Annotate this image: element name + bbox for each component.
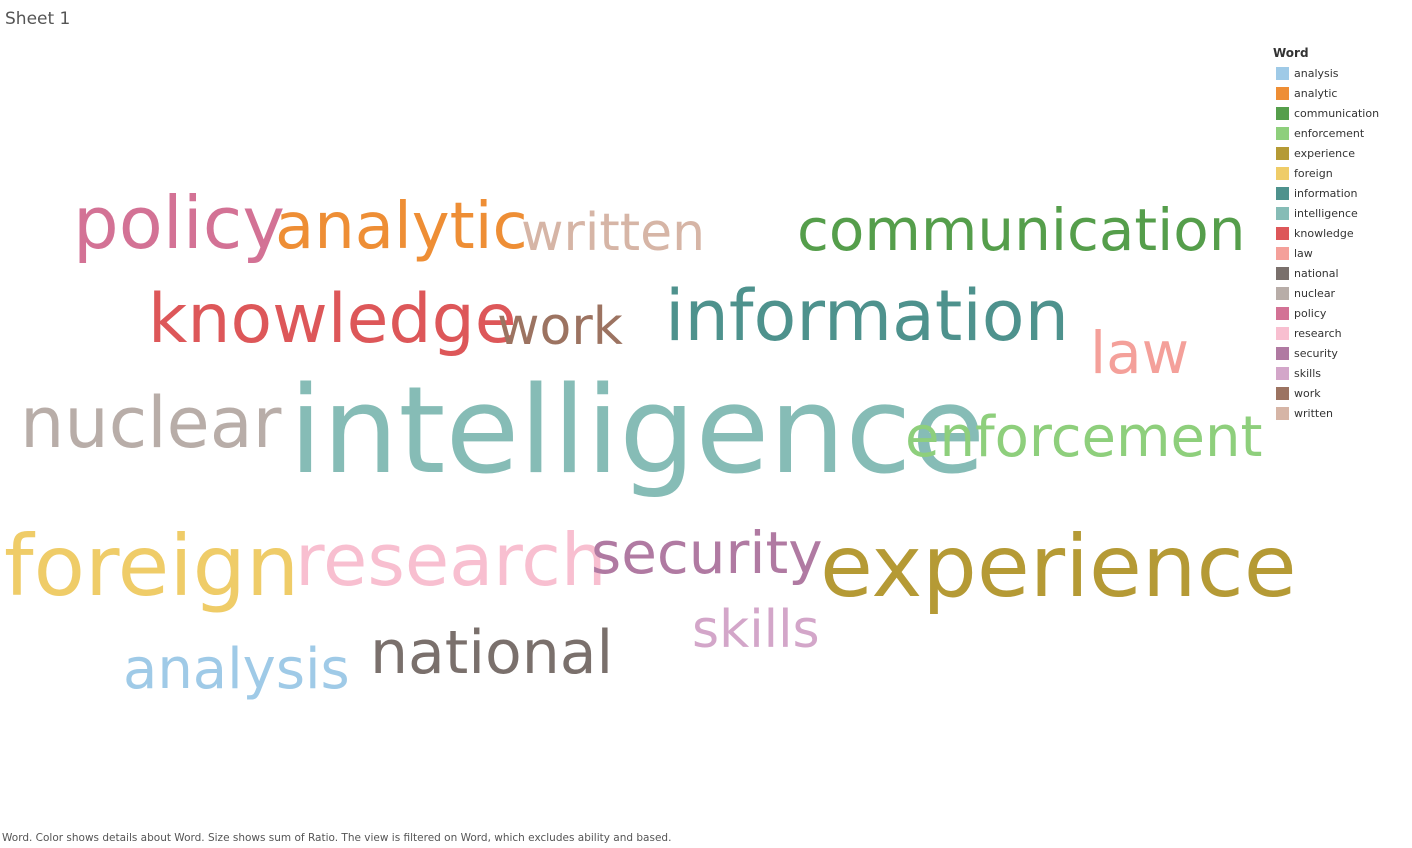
legend-swatch xyxy=(1276,186,1289,200)
legend-label: information xyxy=(1294,186,1358,200)
legend-item[interactable]: skills xyxy=(1273,363,1403,383)
legend-label: analysis xyxy=(1294,66,1339,80)
legend-swatch xyxy=(1276,286,1289,300)
sheet-title: Sheet 1 xyxy=(5,9,71,29)
word-national[interactable]: national xyxy=(370,618,613,688)
legend-item[interactable]: policy xyxy=(1273,303,1403,323)
word-security[interactable]: security xyxy=(591,519,823,587)
legend-label: communication xyxy=(1294,106,1380,120)
legend-item[interactable]: national xyxy=(1273,263,1403,283)
legend-label: knowledge xyxy=(1294,226,1354,240)
word-knowledge[interactable]: knowledge xyxy=(148,280,517,359)
legend-label: law xyxy=(1294,246,1313,260)
legend-swatch xyxy=(1276,326,1289,340)
legend-label: enforcement xyxy=(1294,126,1365,140)
legend-label: security xyxy=(1294,346,1338,360)
chart-caption: Word. Color shows details about Word. Si… xyxy=(2,832,672,844)
legend-label: intelligence xyxy=(1294,206,1358,220)
word-law[interactable]: law xyxy=(1090,319,1189,387)
legend-label: foreign xyxy=(1294,166,1333,180)
legend-label: experience xyxy=(1294,146,1355,160)
legend-label: national xyxy=(1294,266,1339,280)
word-work[interactable]: work xyxy=(497,297,623,357)
color-legend: Word analysis analytic communication enforc… xyxy=(1273,46,1403,423)
word-analysis[interactable]: analysis xyxy=(123,637,350,702)
legend-swatch xyxy=(1276,406,1289,420)
word-experience[interactable]: experience xyxy=(820,517,1297,617)
word-skills[interactable]: skills xyxy=(692,600,820,660)
legend-label: skills xyxy=(1294,366,1322,380)
legend-item[interactable]: enforcement xyxy=(1273,123,1403,143)
legend-swatch xyxy=(1276,106,1289,120)
legend-item[interactable]: analytic xyxy=(1273,83,1403,103)
legend-item[interactable]: experience xyxy=(1273,143,1403,163)
legend-title: Word xyxy=(1273,46,1309,60)
legend-swatch xyxy=(1276,126,1289,140)
word-policy[interactable]: policy xyxy=(73,181,285,265)
legend-swatch xyxy=(1276,86,1289,100)
legend-item[interactable]: foreign xyxy=(1273,163,1403,183)
legend-item[interactable]: security xyxy=(1273,343,1403,363)
legend-items: analysis analytic communication enforcement… xyxy=(1273,63,1403,423)
legend-label: research xyxy=(1294,326,1342,340)
legend-swatch xyxy=(1276,206,1289,220)
legend-swatch xyxy=(1276,346,1289,360)
legend-item[interactable]: intelligence xyxy=(1273,203,1403,223)
legend-swatch xyxy=(1276,66,1289,80)
word-written[interactable]: written xyxy=(521,203,705,263)
word-enforcement[interactable]: enforcement xyxy=(905,405,1262,470)
word-nuclear[interactable]: nuclear xyxy=(20,382,282,464)
legend-swatch xyxy=(1276,226,1289,240)
legend-item[interactable]: nuclear xyxy=(1273,283,1403,303)
legend-label: nuclear xyxy=(1294,286,1336,300)
legend-item[interactable]: work xyxy=(1273,383,1403,403)
legend-swatch xyxy=(1276,306,1289,320)
word-information[interactable]: information xyxy=(665,275,1069,357)
legend-item[interactable]: knowledge xyxy=(1273,223,1403,243)
word-analytic[interactable]: analytic xyxy=(275,190,528,264)
legend-swatch xyxy=(1276,146,1289,160)
legend-label: policy xyxy=(1294,306,1327,320)
word-research[interactable]: research xyxy=(295,518,606,602)
legend-swatch xyxy=(1276,246,1289,260)
legend-swatch xyxy=(1276,266,1289,280)
legend-item[interactable]: communication xyxy=(1273,103,1403,123)
legend-swatch xyxy=(1276,166,1289,180)
word-foreign[interactable]: foreign xyxy=(4,517,299,615)
legend-item[interactable]: law xyxy=(1273,243,1403,263)
legend-item[interactable]: analysis xyxy=(1273,63,1403,83)
word-communication[interactable]: communication xyxy=(797,196,1246,264)
legend-swatch xyxy=(1276,366,1289,380)
word-intelligence[interactable]: intelligence xyxy=(289,362,985,501)
legend-label: written xyxy=(1294,406,1333,420)
legend-item[interactable]: information xyxy=(1273,183,1403,203)
legend-label: analytic xyxy=(1294,86,1338,100)
legend-item[interactable]: research xyxy=(1273,323,1403,343)
legend-label: work xyxy=(1294,386,1321,400)
legend-swatch xyxy=(1276,386,1289,400)
legend-item[interactable]: written xyxy=(1273,403,1403,423)
